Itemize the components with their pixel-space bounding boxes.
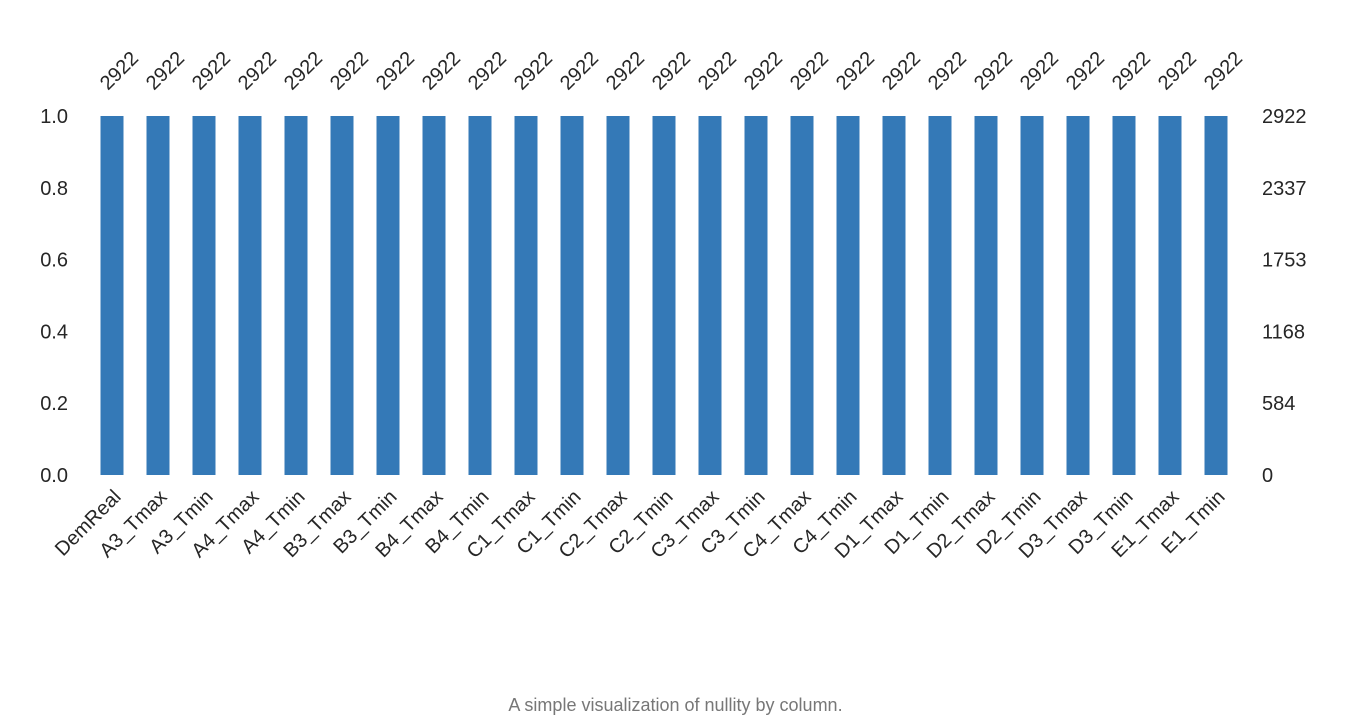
count-label-C2_Tmax: 2922 bbox=[602, 48, 649, 95]
y-tick-right-2922: 2922 bbox=[1262, 106, 1307, 128]
bar-A4_Tmax bbox=[238, 116, 262, 475]
bars-layer bbox=[100, 116, 1228, 475]
bar-DemReal bbox=[100, 116, 124, 475]
bar-D2_Tmax bbox=[974, 116, 998, 475]
chart-caption: A simple visualization of nullity by col… bbox=[508, 695, 843, 715]
y-tick-right-2337: 2337 bbox=[1262, 178, 1307, 200]
bar-C4_Tmin bbox=[836, 116, 860, 475]
count-label-E1_Tmax: 2922 bbox=[1154, 48, 1201, 95]
x-tick-labels: DemRealA3_TmaxA3_TminA4_TmaxA4_TminB3_Tm… bbox=[51, 486, 1230, 563]
bar-B4_Tmin bbox=[468, 116, 492, 475]
y-tick-left-0.8: 0.8 bbox=[40, 178, 68, 200]
count-label-C1_Tmax: 2922 bbox=[510, 48, 557, 95]
right-axis: 0 584 1168 1753 2337 2922 bbox=[1262, 106, 1307, 487]
count-label-A3_Tmax: 2922 bbox=[142, 48, 189, 95]
bar-C2_Tmax bbox=[606, 116, 630, 475]
bar-C3_Tmax bbox=[698, 116, 722, 475]
top-count-labels: 2922292229222922292229222922292229222922… bbox=[96, 48, 1247, 95]
count-label-DemReal: 2922 bbox=[96, 48, 143, 95]
y-tick-left-1.0: 1.0 bbox=[40, 106, 68, 128]
bar-E1_Tmin bbox=[1204, 116, 1228, 475]
bar-C1_Tmin bbox=[560, 116, 584, 475]
count-label-C4_Tmin: 2922 bbox=[832, 48, 879, 95]
count-label-B3_Tmin: 2922 bbox=[372, 48, 419, 95]
count-label-D1_Tmax: 2922 bbox=[878, 48, 925, 95]
y-tick-left-0.0: 0.0 bbox=[40, 465, 68, 487]
count-label-D2_Tmax: 2922 bbox=[970, 48, 1017, 95]
count-label-B4_Tmin: 2922 bbox=[464, 48, 511, 95]
y-tick-right-0: 0 bbox=[1262, 465, 1273, 487]
y-tick-right-584: 584 bbox=[1262, 393, 1295, 415]
count-label-D2_Tmin: 2922 bbox=[1016, 48, 1063, 95]
y-tick-left-0.4: 0.4 bbox=[40, 321, 68, 343]
count-label-C3_Tmin: 2922 bbox=[740, 48, 787, 95]
count-label-B3_Tmax: 2922 bbox=[326, 48, 373, 95]
bar-C2_Tmin bbox=[652, 116, 676, 475]
y-tick-left-0.2: 0.2 bbox=[40, 393, 68, 415]
bar-E1_Tmax bbox=[1158, 116, 1182, 475]
bar-A3_Tmax bbox=[146, 116, 170, 475]
bar-B4_Tmax bbox=[422, 116, 446, 475]
bar-B3_Tmin bbox=[376, 116, 400, 475]
count-label-C3_Tmax: 2922 bbox=[694, 48, 741, 95]
y-tick-right-1753: 1753 bbox=[1262, 250, 1307, 272]
count-label-C1_Tmin: 2922 bbox=[556, 48, 603, 95]
bar-C3_Tmin bbox=[744, 116, 768, 475]
count-label-D3_Tmax: 2922 bbox=[1062, 48, 1109, 95]
count-label-B4_Tmax: 2922 bbox=[418, 48, 465, 95]
y-tick-right-1168: 1168 bbox=[1262, 321, 1305, 343]
nullity-bar-chart: 0.00.20.40.60.81.0 05841168175323372922 … bbox=[40, 48, 1307, 563]
bar-A4_Tmin bbox=[284, 116, 308, 475]
count-label-A4_Tmin: 2922 bbox=[280, 48, 327, 95]
bar-D1_Tmin bbox=[928, 116, 952, 475]
bar-D1_Tmax bbox=[882, 116, 906, 475]
left-axis: 0.0 0.2 0.4 0.6 0.8 1.0 bbox=[40, 106, 68, 487]
bar-D3_Tmin bbox=[1112, 116, 1136, 475]
bar-C1_Tmax bbox=[514, 116, 538, 475]
count-label-C4_Tmax: 2922 bbox=[786, 48, 833, 95]
bar-A3_Tmin bbox=[192, 116, 216, 475]
bar-D3_Tmax bbox=[1066, 116, 1090, 475]
y-tick-left-0.6: 0.6 bbox=[40, 250, 68, 272]
count-label-E1_Tmin: 2922 bbox=[1200, 48, 1247, 95]
count-label-D3_Tmin: 2922 bbox=[1108, 48, 1155, 95]
count-label-C2_Tmin: 2922 bbox=[648, 48, 695, 95]
bar-B3_Tmax bbox=[330, 116, 354, 475]
bar-C4_Tmax bbox=[790, 116, 814, 475]
bar-D2_Tmin bbox=[1020, 116, 1044, 475]
count-label-A3_Tmin: 2922 bbox=[188, 48, 235, 95]
count-label-D1_Tmin: 2922 bbox=[924, 48, 971, 95]
count-label-A4_Tmax: 2922 bbox=[234, 48, 281, 95]
